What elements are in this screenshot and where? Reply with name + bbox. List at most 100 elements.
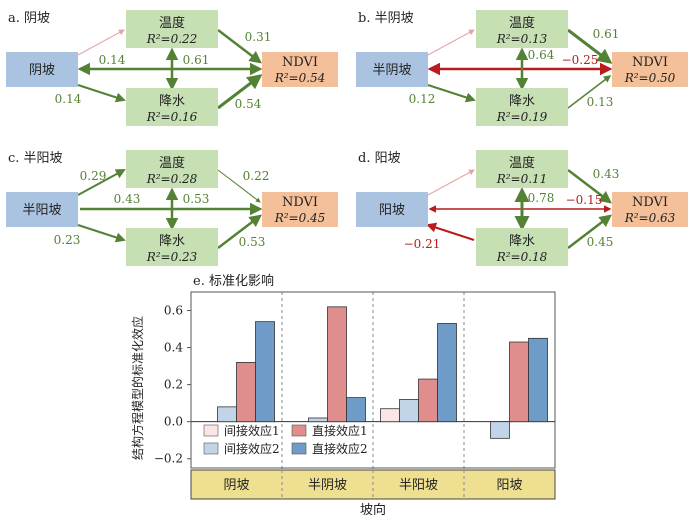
y-tick-label: 0.6 [164,304,183,318]
coef-temp-precip: 0.78 [528,191,555,205]
coef-slope-ndvi: −0.25 [562,53,599,67]
coef-slope-precip: 0.23 [54,233,81,247]
ndvi-node-r2: R²=0.54 [274,71,326,85]
legend-swatch [203,424,219,437]
category-band: 阴坡 半阴坡 半阳坡 阳坡 [190,469,556,500]
coef-slope-ndvi: 0.14 [55,92,82,106]
bar [217,406,237,423]
coef-slope-precip: 0.12 [409,92,436,106]
ndvi-node [262,192,338,227]
temp-node-label: 温度 [159,155,185,171]
coef-slope-ndvi: −0.15 [566,193,603,207]
ndvi-node [262,52,338,87]
ndvi-node-label: NDVI [282,195,318,210]
bar [490,421,510,439]
plot-frame [190,291,556,469]
path-temp-ndvi [567,169,612,204]
coef-precip-ndvi: 0.53 [239,235,266,249]
precip-node [126,88,218,126]
precip-node-r2: R²=0.16 [146,110,198,124]
coef-slope-precip: −0.21 [404,237,441,251]
bar [308,417,328,423]
bar [528,337,548,423]
temp-node-r2: R²=0.22 [146,32,198,46]
precip-node-label: 降水 [509,94,535,109]
bar [346,397,366,423]
coef-temp-ndvi: 0.61 [593,27,620,41]
precip-node-r2: R²=0.18 [496,250,548,264]
path-slope-precip [426,222,475,241]
temp-node [126,150,218,188]
panel-d: d. 阳坡 阳坡 温度 R²=0.11 降水 R²=0.18 NDVI R²=0… [356,150,688,266]
path-slope-temp [427,29,475,56]
panel-title: b. 半阴坡 [358,11,414,26]
bar [418,378,438,423]
temp-node [476,150,568,188]
slope-node-label: 半阴坡 [372,63,411,78]
coef-temp-precip: 0.53 [183,192,210,206]
panel-b: b. 半阴坡 半阴坡 温度 R²=0.13 降水 R²=0.19 NDVI R²… [356,10,688,126]
panel-e-chart: e. 标准化影响 结构方程模型的标准化效应 −0.2 0.0 0.2 0.4 0.6 阴… [130,273,556,518]
bar [509,341,529,423]
temp-node-label: 温度 [159,15,185,31]
y-tick-label: −0.2 [154,452,183,466]
panel-c: c. 半阳坡 半阳坡 温度 R²=0.28 降水 R²=0.23 NDVI R²… [6,150,338,266]
bar [437,323,457,423]
ndvi-node-r2: R²=0.45 [274,211,326,225]
coef-temp-ndvi: 0.22 [243,169,270,183]
ndvi-node [612,52,688,87]
precip-node-label: 降水 [159,94,185,109]
coef-slope-temp: 0.29 [80,169,107,183]
path-slope-temp [77,29,125,56]
category-label: 阳坡 [496,478,522,493]
path-slope-precip [427,84,476,103]
y-tick-label: 0.4 [164,341,183,355]
slope-node [356,192,428,227]
ndvi-node-label: NDVI [282,55,318,70]
precip-node [476,228,568,266]
category-label: 半阳坡 [399,478,438,493]
ndvi-node-r2: R²=0.63 [624,211,676,225]
precip-node [476,88,568,126]
slope-node-label: 阴坡 [29,63,55,78]
path-slope-temp [427,169,475,196]
category-label: 阴坡 [223,478,249,493]
legend-label: 直接效应1 [312,423,368,438]
path-precip-ndvi [567,214,612,249]
coef-temp-precip: 0.64 [528,48,555,62]
coef-slope-ndvi: 0.43 [114,192,141,206]
coef-temp-ndvi: 0.31 [245,30,272,44]
legend-label: 直接效应2 [312,441,368,456]
category-label: 半阴坡 [308,478,347,493]
temp-node-label: 温度 [509,15,535,31]
ndvi-node-label: NDVI [632,195,668,210]
slope-node [356,52,428,87]
panel-a: a. 阴坡 阴坡 温度 R²=0.22 降水 R²=0.16 NDVI R²=0… [6,10,338,126]
legend-label: 间接效应2 [224,441,280,456]
ndvi-node [612,192,688,227]
panel-title: d. 阳坡 [358,151,401,166]
coef-temp-precip: 0.61 [183,53,210,67]
y-tick-label: 0.0 [164,415,183,429]
precip-node [126,228,218,266]
temp-node-r2: R²=0.13 [496,32,548,46]
temp-node [476,10,568,48]
ndvi-node-r2: R²=0.50 [624,71,676,85]
legend-swatch [203,442,219,455]
coef-temp-ndvi: 0.43 [593,167,620,181]
path-temp-ndvi [217,169,261,203]
path-slope-temp [77,169,126,196]
path-precip-ndvi [217,214,262,249]
bar [255,321,275,423]
temp-node-r2: R²=0.28 [146,172,198,186]
coef-precip-ndvi: 0.13 [587,95,614,109]
y-axis-label: 结构方程模型的标准化效应 [130,316,145,460]
path-temp-ndvi [567,28,613,64]
temp-node [126,10,218,48]
temp-node-label: 温度 [509,155,535,171]
path-slope-precip [77,84,126,103]
slope-node-label: 阳坡 [379,203,405,218]
bars [217,306,548,439]
path-precip-ndvi [567,75,612,109]
